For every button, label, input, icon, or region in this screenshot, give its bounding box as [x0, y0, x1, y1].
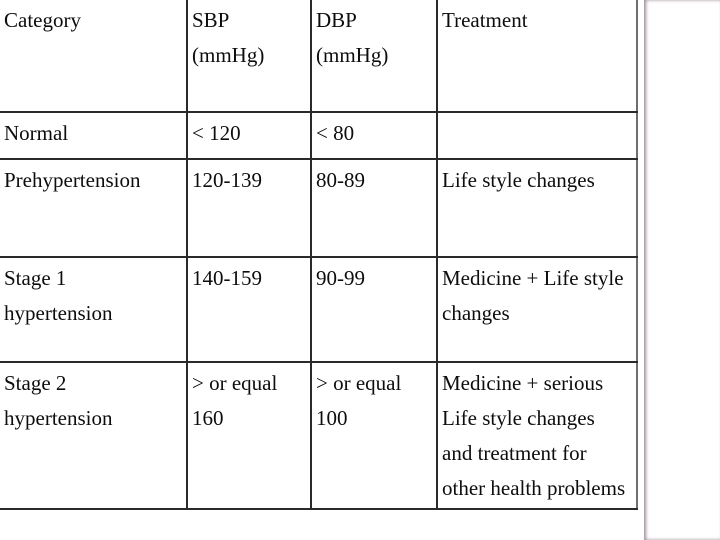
col-header-sbp: SBP (mmHg) [186, 0, 312, 113]
blood-pressure-table: Category SBP (mmHg) DBP (mmHg) Treatment… [0, 0, 638, 510]
cell-prehypertension-treatment: Life style changes [436, 158, 638, 258]
cell-normal-category: Normal [0, 111, 188, 160]
col-header-category: Category [0, 0, 188, 113]
col-header-dbp: DBP (mmHg) [310, 0, 438, 113]
table-row-stage1-hypertension: Stage 1 hypertension 140-159 90-99 Medic… [0, 256, 638, 363]
cell-stage2-dbp: > or equal 100 [310, 361, 438, 510]
cell-normal-treatment [436, 111, 638, 160]
cell-prehypertension-dbp: 80-89 [310, 158, 438, 258]
cell-stage2-sbp: > or equal 160 [186, 361, 312, 510]
cell-stage2-treatment: Medicine + serious Life style changes an… [436, 361, 638, 510]
col-header-treatment: Treatment [436, 0, 638, 113]
table-row-prehypertension: Prehypertension 120-139 80-89 Life style… [0, 158, 638, 258]
table-header-row: Category SBP (mmHg) DBP (mmHg) Treatment [0, 0, 638, 113]
cell-normal-sbp: < 120 [186, 111, 312, 160]
cell-stage1-sbp: 140-159 [186, 256, 312, 363]
cell-stage1-treatment: Medicine + Life style changes [436, 256, 638, 363]
cell-normal-dbp: < 80 [310, 111, 438, 160]
cell-prehypertension-sbp: 120-139 [186, 158, 312, 258]
purple-gradient-strip [644, 0, 720, 540]
cell-stage1-category: Stage 1 hypertension [0, 256, 188, 363]
table-row-stage2-hypertension: Stage 2 hypertension > or equal 160 > or… [0, 361, 638, 510]
table-row-normal: Normal < 120 < 80 [0, 111, 638, 160]
cell-stage1-dbp: 90-99 [310, 256, 438, 363]
cell-prehypertension-category: Prehypertension [0, 158, 188, 258]
cell-stage2-category: Stage 2 hypertension [0, 361, 188, 510]
